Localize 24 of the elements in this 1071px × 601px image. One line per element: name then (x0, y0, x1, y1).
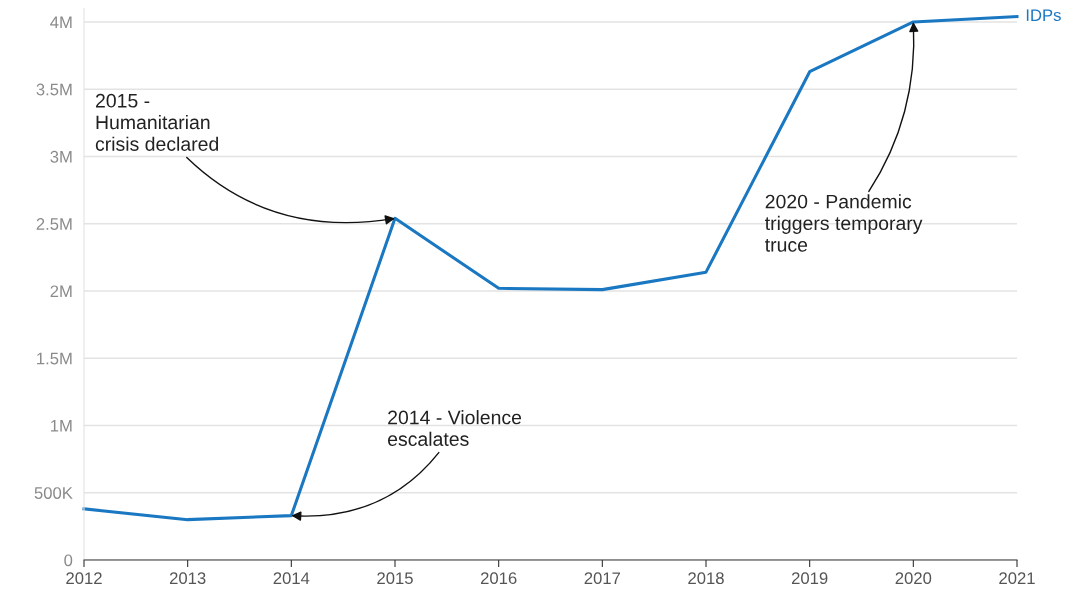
annotation: 2015 - Humanitarian crisis declared (95, 93, 219, 151)
x-tick-label: 2012 (66, 572, 102, 585)
x-tick-label: 2017 (584, 572, 621, 585)
x-tick-label: 2020 (895, 572, 932, 585)
y-tick-label: 500K (34, 487, 73, 499)
y-tick-label: 0 (64, 554, 73, 567)
x-tick-label: 2021 (999, 572, 1035, 585)
y-tick-label: 2.5M (36, 218, 72, 230)
annotation: 2014 - Violence escalates (387, 410, 522, 446)
x-tick-label: 2018 (688, 572, 724, 585)
x-tick-label: 2015 (377, 572, 413, 585)
x-tick-label: 2014 (273, 572, 310, 585)
y-tick-label: 4M (50, 16, 72, 28)
series-label: IDPs (1026, 9, 1061, 22)
y-tick-label: 1M (51, 420, 72, 432)
x-tick-label: 2019 (791, 572, 828, 585)
x-tick-label: 2013 (169, 572, 206, 585)
y-tick-label: 2M (50, 285, 72, 298)
line-series (82, 15, 1019, 522)
y-tick-label: 1.5M (37, 352, 72, 365)
x-tick-label: 2016 (480, 572, 517, 585)
y-tick-label: 3.5M (36, 83, 72, 96)
annotation: 2020 - Pandemic triggers temporary truce (765, 194, 923, 252)
y-tick-label: 3M (50, 150, 72, 163)
